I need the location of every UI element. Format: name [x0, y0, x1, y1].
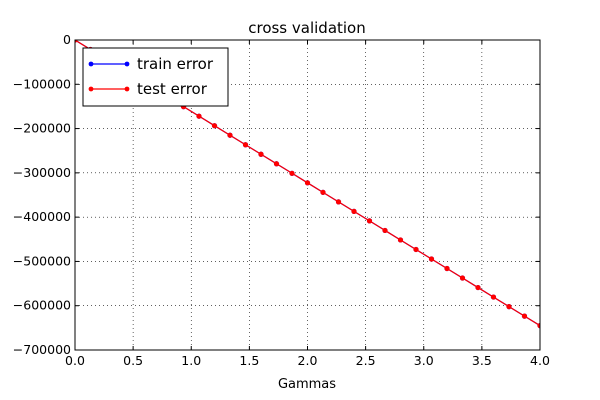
test-error-point: [75, 40, 78, 43]
x-tick-label: 0.0: [65, 353, 85, 368]
test-error-point: [258, 151, 264, 157]
test-error-point: [475, 284, 481, 291]
y-tick-label: −400000: [13, 209, 71, 224]
x-tick-label: 3.5: [472, 353, 492, 368]
x-tick-label: 0.5: [123, 353, 143, 368]
axis-ticks: [74, 39, 541, 351]
legend-test-error-label: test error: [137, 80, 208, 98]
test-error-point: [537, 323, 540, 329]
test-error-point: [211, 123, 218, 129]
legend-train-error-marker: [124, 61, 130, 67]
test-error-point: [366, 218, 373, 224]
test-error-point: [242, 142, 249, 148]
test-error-point: [428, 256, 435, 262]
test-error-point: [289, 170, 295, 176]
y-tick-label: −100000: [13, 76, 71, 91]
y-tick-label: −700000: [13, 342, 71, 357]
test-error-point: [459, 275, 466, 281]
test-error-point: [351, 208, 357, 214]
legend-box: [82, 47, 229, 107]
x-tick-label: 4.0: [530, 353, 550, 368]
axis-tick-labels: 0.0 0.5 1.0 1.5 2.0 2.5 3.0 3.5 4.0 0 −100000 −2000…: [13, 32, 550, 368]
y-tick-label: −500000: [13, 253, 71, 268]
x-tick-label: 2.5: [356, 353, 376, 368]
y-tick-label: −600000: [13, 298, 71, 313]
legend-test-error-marker: [88, 86, 94, 92]
legend-train-error-label: train error: [137, 55, 214, 73]
test-error-point: [397, 237, 404, 243]
test-error-point: [506, 304, 512, 310]
x-tick-label: 2.0: [298, 353, 318, 368]
test-error-point: [196, 113, 202, 119]
test-error-point: [490, 294, 497, 300]
x-tick-label: 1.0: [181, 353, 201, 368]
test-error-point: [335, 199, 342, 205]
test-error-point: [382, 227, 388, 234]
y-tick-label: 0: [63, 32, 71, 47]
grid-lines: [75, 40, 540, 350]
legend-train-error-marker: [88, 61, 94, 67]
x-tick-label: 1.5: [239, 353, 259, 368]
legend-test-error-marker: [124, 86, 130, 92]
test-error-point: [444, 265, 450, 272]
test-error-point: [320, 189, 326, 195]
legend: train error test error: [82, 47, 229, 107]
test-error-point: [521, 313, 528, 319]
y-tick-label: −200000: [13, 121, 71, 136]
test-error-point: [413, 246, 419, 253]
test-error-point: [304, 180, 311, 186]
chart-title: cross validation: [248, 19, 366, 37]
x-tick-label: 3.0: [414, 353, 434, 368]
y-tick-label: −300000: [13, 165, 71, 180]
test-error-point: [227, 132, 233, 138]
x-axis-title: Gammas: [278, 377, 336, 392]
test-error-point: [273, 161, 280, 167]
